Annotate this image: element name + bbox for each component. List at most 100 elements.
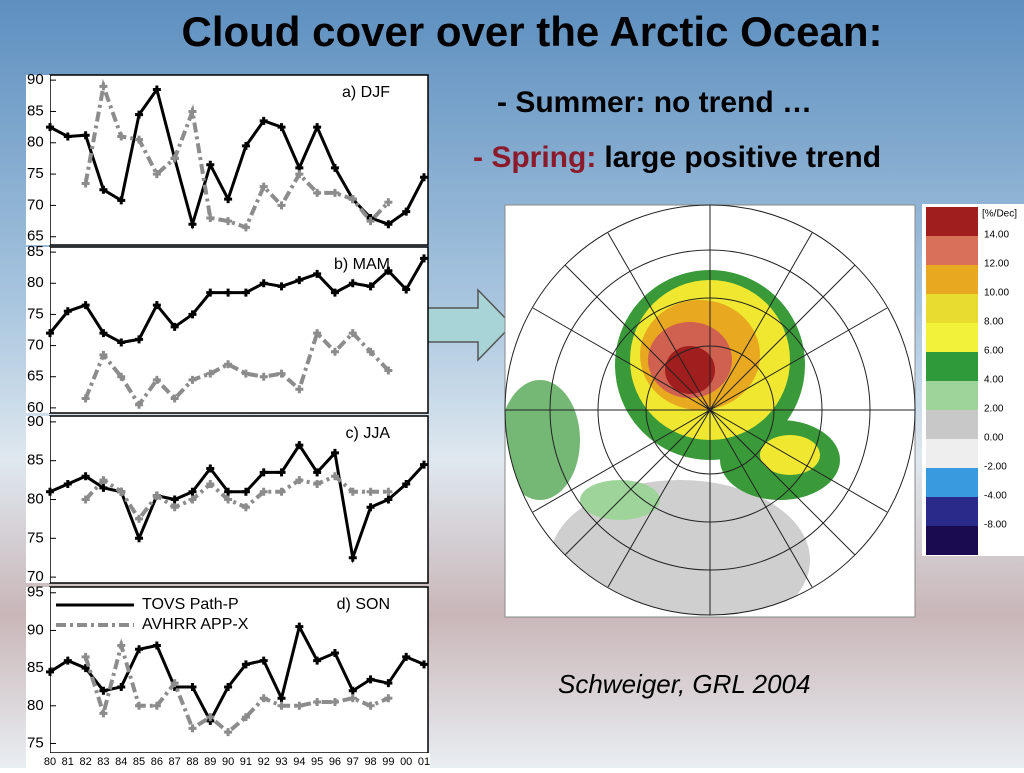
series-line xyxy=(83,329,390,409)
legend-swatch xyxy=(926,381,978,410)
point xyxy=(366,282,375,291)
point xyxy=(170,495,179,504)
y-tick-label: 65 xyxy=(27,228,44,245)
point xyxy=(99,350,108,359)
y-tick-label: 90 xyxy=(27,621,44,638)
point xyxy=(152,170,161,179)
x-tick-label: 81 xyxy=(62,756,74,768)
point xyxy=(188,495,197,504)
map-patch xyxy=(665,346,715,394)
x-tick-label: 98 xyxy=(364,756,376,768)
point xyxy=(117,372,126,381)
legend-swatch xyxy=(926,526,978,555)
point xyxy=(241,369,250,378)
point xyxy=(81,652,90,661)
point xyxy=(63,479,72,488)
point xyxy=(348,686,357,695)
legend-swatch xyxy=(926,439,978,468)
point xyxy=(135,135,144,144)
x-tick-label: 93 xyxy=(275,756,287,768)
point xyxy=(188,375,197,384)
point xyxy=(313,468,322,477)
point xyxy=(241,223,250,232)
point xyxy=(348,279,357,288)
point xyxy=(99,709,108,718)
point xyxy=(402,652,411,661)
bullet: - Summer: no trend … xyxy=(497,86,812,119)
point xyxy=(99,483,108,492)
point xyxy=(224,495,233,504)
point xyxy=(420,173,428,182)
legend-label: 12.00 xyxy=(984,259,1009,270)
citation: Schweiger, GRL 2004 xyxy=(558,669,810,699)
point xyxy=(99,476,108,485)
point xyxy=(384,694,393,703)
bullet-lead: - Spring: xyxy=(473,141,596,174)
point xyxy=(295,385,304,394)
point xyxy=(330,698,339,707)
point xyxy=(277,123,286,132)
legend-swatch xyxy=(926,497,978,526)
tick-label-band xyxy=(26,416,50,583)
point xyxy=(46,329,54,338)
point xyxy=(259,656,268,665)
series-line xyxy=(49,442,426,564)
panel-label: d) SON xyxy=(337,596,390,613)
y-tick-label: 90 xyxy=(27,413,44,430)
point xyxy=(295,441,304,450)
point xyxy=(313,656,322,665)
point xyxy=(313,479,322,488)
point xyxy=(330,448,339,457)
y-tick-label: 65 xyxy=(27,368,44,385)
x-tick-label: 83 xyxy=(97,756,109,768)
point xyxy=(117,196,126,205)
point xyxy=(81,301,90,310)
point xyxy=(170,679,179,688)
point xyxy=(259,116,268,125)
x-tick-label: 95 xyxy=(311,756,323,768)
point xyxy=(99,329,108,338)
point xyxy=(81,179,90,188)
point xyxy=(384,495,393,504)
point xyxy=(313,269,322,278)
point xyxy=(330,288,339,297)
point xyxy=(46,487,54,496)
point xyxy=(135,514,144,523)
legend-swatch xyxy=(926,236,978,265)
point xyxy=(330,649,339,658)
point xyxy=(277,487,286,496)
point xyxy=(366,347,375,356)
point xyxy=(206,464,215,473)
x-tick-label: 91 xyxy=(240,756,252,768)
tick-label-band xyxy=(26,247,50,413)
point xyxy=(420,460,428,469)
point xyxy=(99,82,108,91)
panel-label: a) DJF xyxy=(342,84,390,101)
tick-label-band xyxy=(26,75,50,245)
point xyxy=(152,491,161,500)
legend-swatch xyxy=(926,352,978,381)
point xyxy=(81,664,90,673)
point xyxy=(384,266,393,275)
legend-label: 14.00 xyxy=(984,230,1009,241)
tick-label-band xyxy=(26,753,430,768)
point xyxy=(117,641,126,650)
point xyxy=(170,394,179,403)
y-tick-label: 85 xyxy=(27,452,44,469)
legend-swatch xyxy=(926,265,978,294)
point xyxy=(135,645,144,654)
point xyxy=(277,201,286,210)
x-tick-label: 97 xyxy=(347,756,359,768)
legend-swatch xyxy=(926,207,978,236)
point xyxy=(259,694,268,703)
y-tick-label: 85 xyxy=(27,243,44,260)
point xyxy=(152,375,161,384)
point xyxy=(366,487,375,496)
point xyxy=(241,713,250,722)
point xyxy=(170,503,179,512)
x-tick-label: 94 xyxy=(293,756,305,768)
point xyxy=(313,123,322,132)
point xyxy=(206,160,215,169)
point xyxy=(366,217,375,226)
